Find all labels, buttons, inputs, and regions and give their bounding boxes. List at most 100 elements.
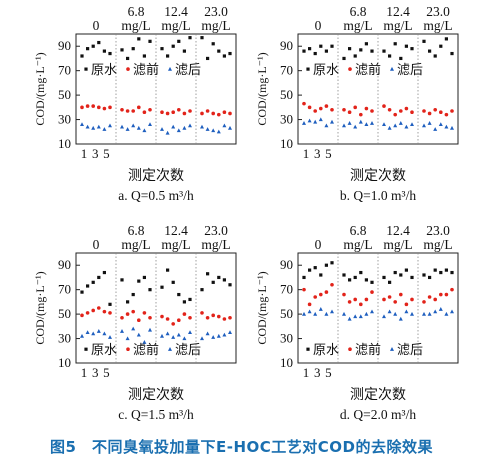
- data-point-after: [131, 326, 136, 331]
- data-point-raw: [444, 268, 448, 272]
- y-tick-label: 10: [58, 136, 71, 151]
- data-point-after: [444, 311, 449, 316]
- data-point-after: [165, 331, 170, 336]
- x-tick-label: 3: [314, 365, 321, 380]
- data-point-raw: [182, 49, 186, 53]
- data-point-raw: [160, 285, 164, 289]
- y-tick-label: 70: [280, 63, 293, 78]
- data-point-before: [302, 287, 306, 292]
- data-point-before: [444, 292, 449, 297]
- data-point-raw: [131, 292, 135, 297]
- data-point-raw: [410, 275, 414, 280]
- data-point-after: [422, 311, 426, 316]
- data-point-after: [307, 309, 312, 314]
- group-label-unit: mg/L: [121, 237, 150, 252]
- data-point-after: [222, 332, 227, 337]
- data-point-raw: [217, 49, 221, 53]
- data-point-after: [165, 130, 170, 135]
- data-point-after: [228, 330, 232, 335]
- data-point-raw: [120, 278, 124, 282]
- data-point-after: [393, 311, 398, 316]
- data-point-before: [433, 107, 438, 112]
- data-point-before: [359, 112, 363, 117]
- data-point-before: [85, 311, 90, 315]
- data-point-before: [330, 107, 334, 112]
- data-point-raw: [348, 278, 352, 282]
- data-point-before: [370, 109, 374, 113]
- data-point-raw: [206, 56, 210, 61]
- group-label-value: 6.8: [128, 4, 145, 19]
- data-point-before: [313, 295, 318, 299]
- data-point-after: [433, 127, 438, 131]
- y-tick-label: 90: [280, 38, 293, 53]
- data-point-after: [313, 311, 318, 316]
- data-point-after: [302, 311, 306, 316]
- data-point-before: [188, 315, 192, 320]
- data-point-before: [393, 112, 398, 117]
- data-point-raw: [142, 275, 146, 280]
- data-point-after: [131, 123, 136, 128]
- data-point-after: [324, 123, 329, 128]
- data-point-raw: [302, 275, 306, 280]
- data-point-raw: [142, 54, 146, 58]
- data-point-after: [108, 335, 112, 339]
- data-point-raw: [330, 44, 334, 48]
- group-label-value: 23.0: [204, 4, 228, 19]
- data-point-raw: [148, 288, 152, 292]
- chart-panel-4: 10 30 50 70 90 COD/(mg·L⁻¹) 1 3 5 测定次数 d. Q=2.0 m³…: [255, 223, 459, 422]
- data-point-before: [165, 111, 170, 116]
- group-label-unit: mg/L: [343, 18, 372, 33]
- data-point-before: [91, 308, 95, 313]
- data-point-before: [342, 107, 346, 112]
- data-point-raw: [382, 275, 386, 280]
- data-point-before: [319, 106, 323, 111]
- data-point-raw: [80, 290, 84, 294]
- data-point-after: [102, 331, 107, 336]
- data-point-after: [205, 127, 210, 131]
- data-point-raw: [200, 288, 204, 292]
- data-point-raw: [188, 36, 192, 40]
- group-label: 0: [93, 237, 100, 252]
- data-point-before: [182, 312, 187, 316]
- data-point-raw: [388, 280, 392, 284]
- data-point-before: [217, 112, 221, 117]
- data-point-before: [313, 109, 318, 113]
- chart-panel-2: 10 30 50 70 90 COD/(mg·L⁻¹) 1 3 5 测定次数 b. Q=1.0 m³…: [255, 4, 459, 203]
- data-point-raw: [108, 51, 112, 56]
- x-tick-label: 5: [103, 146, 110, 161]
- y-tick-label: 90: [58, 38, 71, 53]
- data-point-before: [97, 306, 101, 310]
- data-point-raw: [450, 51, 454, 56]
- data-point-before: [120, 315, 124, 320]
- data-point-raw: [330, 261, 334, 265]
- data-point-before: [222, 317, 227, 321]
- data-point-before: [324, 104, 329, 108]
- data-point-after: [318, 117, 323, 122]
- data-point-after: [176, 128, 181, 133]
- legend-label: 原水: [313, 63, 339, 78]
- y-tick-label: 70: [58, 63, 71, 78]
- legend-label: 滤后: [397, 63, 423, 78]
- data-point-after: [171, 335, 176, 339]
- data-point-before: [125, 312, 130, 316]
- data-point-after: [96, 124, 101, 129]
- data-point-raw: [171, 44, 175, 48]
- data-point-after: [330, 309, 334, 314]
- data-point-after: [102, 127, 107, 131]
- panel-subtitle: a. Q=0.5 m³/h: [118, 188, 194, 203]
- data-point-before: [439, 110, 443, 115]
- data-point-raw: [439, 44, 443, 48]
- data-point-raw: [217, 275, 221, 280]
- data-point-before: [142, 110, 147, 115]
- data-point-before: [353, 105, 358, 110]
- group-label: 0: [315, 18, 322, 33]
- data-point-before: [137, 105, 141, 110]
- data-point-after: [433, 309, 438, 314]
- data-point-raw: [222, 54, 226, 58]
- data-point-raw: [313, 266, 317, 270]
- data-point-before: [211, 313, 215, 318]
- data-point-after: [427, 311, 432, 316]
- y-axis-label: COD/(mg·L⁻¹): [33, 52, 47, 125]
- y-tick-label: 10: [280, 136, 293, 151]
- data-point-raw: [166, 268, 170, 272]
